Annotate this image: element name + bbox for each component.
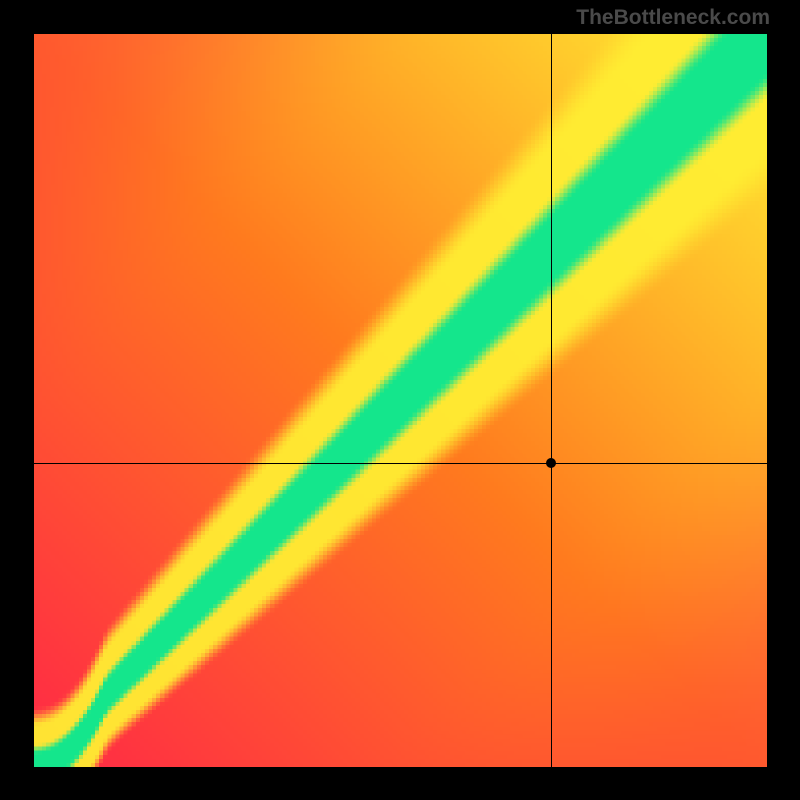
crosshair-vertical bbox=[551, 34, 552, 767]
crosshair-marker bbox=[546, 458, 556, 468]
bottleneck-heatmap bbox=[34, 34, 767, 767]
chart-stage: TheBottleneck.com bbox=[0, 0, 800, 800]
crosshair-horizontal bbox=[34, 463, 767, 464]
watermark-text: TheBottleneck.com bbox=[576, 6, 770, 30]
